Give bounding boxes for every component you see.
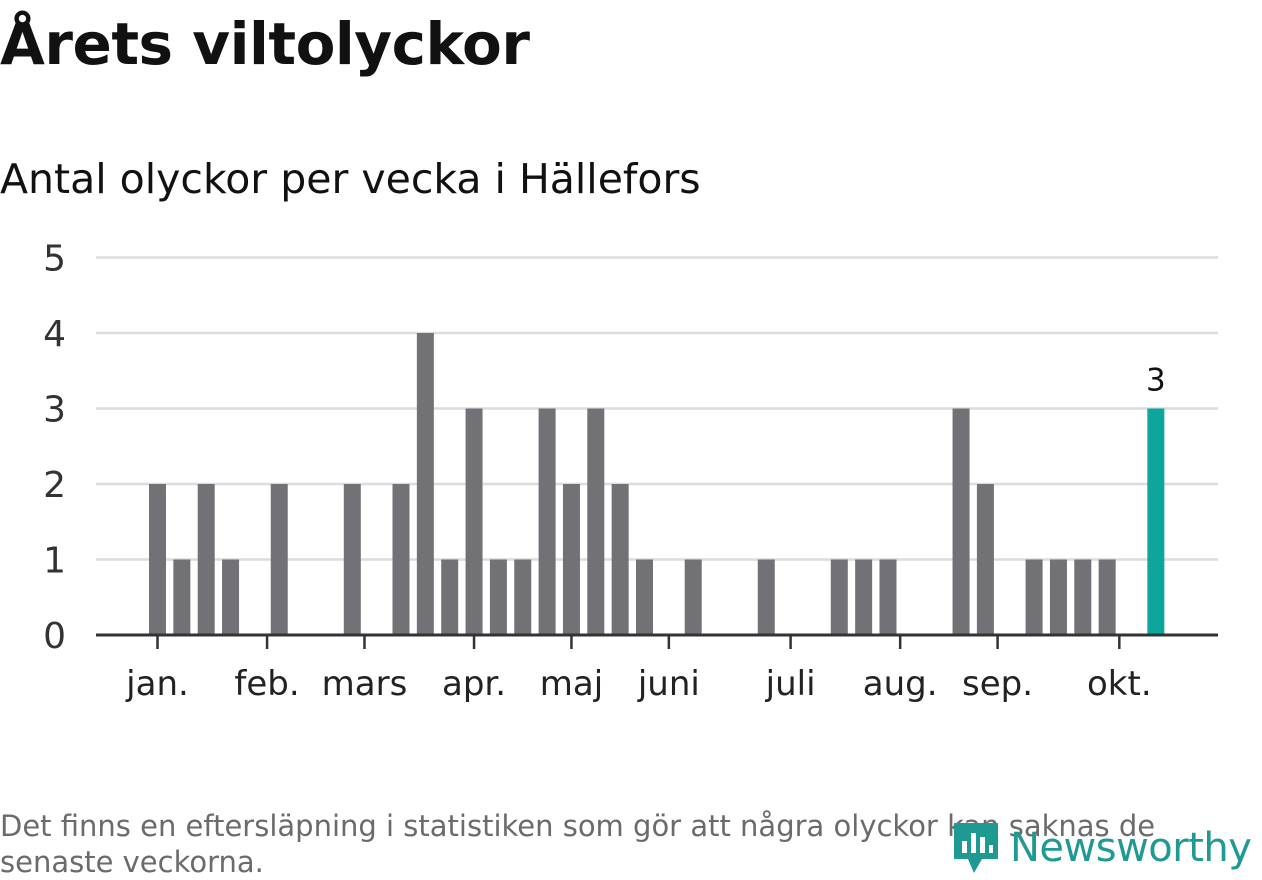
bar: [222, 559, 240, 635]
bar: [1025, 559, 1043, 635]
y-axis-ticks: 0 1 2 3 4 5: [43, 239, 66, 658]
bar: [879, 559, 897, 635]
bar: [587, 408, 605, 635]
x-tick-label: mars: [322, 664, 408, 704]
data-label: 3: [1146, 363, 1166, 399]
x-axis-ticks: jan. feb. mars apr. maj juni juli aug. sep. okt.: [125, 635, 1152, 704]
x-tick-label: aug.: [863, 664, 938, 704]
bar: [636, 559, 653, 635]
bar: [830, 559, 848, 635]
x-tick-label: juni: [637, 664, 700, 704]
x-tick-label: apr.: [442, 664, 506, 704]
bar: [976, 484, 994, 635]
bar: [562, 484, 580, 635]
data-labels: 3: [1146, 363, 1166, 399]
y-tick-label: 5: [43, 239, 66, 280]
brand-logo: Newsworthy: [950, 818, 1252, 878]
bar: [538, 408, 556, 635]
gridlines: [96, 256, 1218, 561]
bar: [465, 408, 483, 635]
bar: [343, 484, 361, 635]
bars: [149, 333, 1165, 635]
bar: [1074, 559, 1092, 635]
x-tick-label: feb.: [234, 664, 299, 704]
bar: [270, 484, 288, 635]
y-tick-label: 0: [43, 616, 66, 657]
bar: [952, 408, 970, 635]
bar: [416, 333, 434, 635]
x-tick-label: sep.: [962, 664, 1033, 704]
bar: [392, 484, 410, 635]
y-tick-label: 2: [43, 465, 66, 506]
bar: [489, 559, 507, 635]
x-tick-label: maj: [540, 664, 603, 704]
chart-title: Årets viltolyckor: [0, 10, 530, 78]
y-tick-label: 3: [43, 390, 66, 431]
bar: [173, 559, 191, 635]
bar: [1049, 559, 1067, 635]
chart-subtitle: Antal olyckor per vecka i Hällefors: [0, 155, 701, 203]
bar: [1098, 559, 1116, 635]
bar: [855, 559, 873, 635]
bar: [611, 484, 629, 635]
bar: [514, 559, 532, 635]
bar: [757, 559, 775, 635]
bar: [684, 559, 702, 635]
bar: [149, 484, 166, 635]
x-tick-label: jan.: [125, 664, 189, 704]
x-tick-label: juli: [765, 664, 816, 704]
bar: [197, 484, 215, 635]
bar-highlight: [1147, 408, 1165, 635]
y-tick-label: 4: [43, 314, 66, 355]
newsworthy-logo-icon: [954, 823, 998, 873]
bar-chart: 0 1 2 3 4 5 jan. feb. mars apr. maj juni juli aug. se…: [43, 239, 1218, 704]
y-tick-label: 1: [43, 541, 66, 582]
bar: [441, 559, 459, 635]
brand-name: Newsworthy: [1010, 825, 1252, 871]
x-tick-label: okt.: [1087, 664, 1152, 704]
